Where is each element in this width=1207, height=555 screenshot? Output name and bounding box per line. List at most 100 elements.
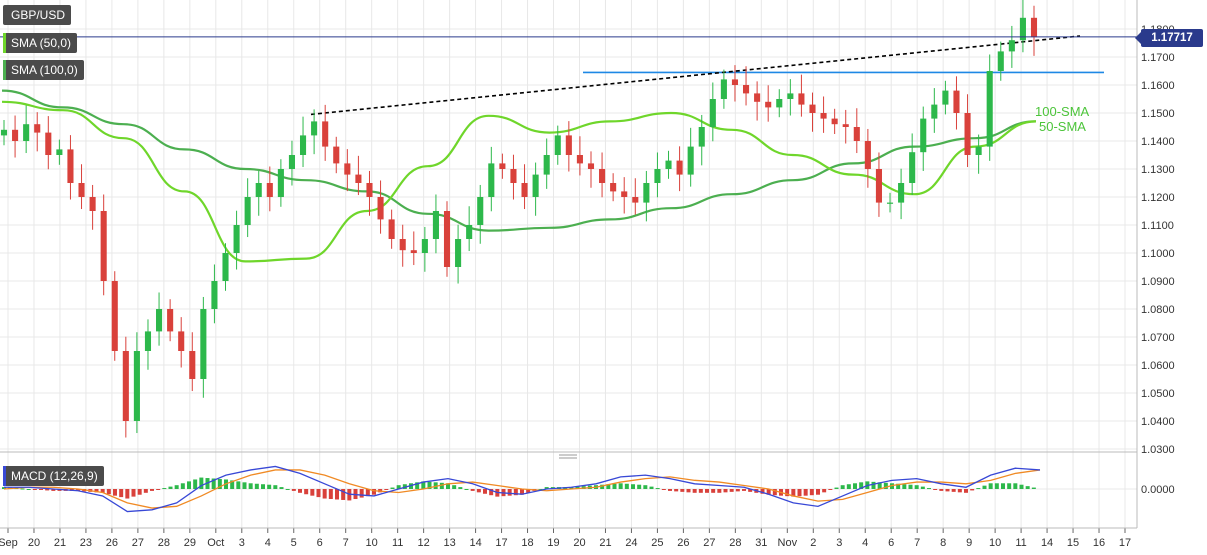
macd-histogram-bar <box>137 489 142 495</box>
candle-body <box>34 124 41 133</box>
macd-histogram-bar <box>538 489 543 490</box>
candle <box>455 224 462 284</box>
candle-body <box>986 71 993 147</box>
x-tick-label: 3 <box>239 537 245 549</box>
macd-histogram-bar <box>797 489 802 497</box>
macd-histogram-bar <box>421 481 426 489</box>
candle-body <box>23 124 30 141</box>
candle <box>67 135 74 200</box>
candle-body <box>78 183 85 197</box>
x-tick-label: 25 <box>651 537 663 549</box>
sma50-label: SMA (50,0) <box>11 36 72 50</box>
macd-histogram-bar <box>119 489 124 498</box>
candle-body <box>111 281 118 351</box>
x-tick-label: 14 <box>469 537 481 549</box>
x-axis: Sep 20 21 23 26 27 28 29 Oct 3 4 5 6 7 10 11 12 13 14 17 18 1… <box>0 0 1138 549</box>
macd-histogram-bar <box>717 489 722 493</box>
candle <box>776 89 783 118</box>
macd-histogram-bar <box>131 489 136 497</box>
candle-body <box>742 85 750 94</box>
candle <box>698 114 705 166</box>
candle <box>798 74 805 117</box>
macd-histogram-bar <box>304 489 309 495</box>
candle <box>720 69 727 109</box>
candle <box>443 201 451 277</box>
macd-histogram-bar <box>230 480 235 489</box>
candle <box>731 65 739 102</box>
candle <box>133 332 140 434</box>
candle <box>499 153 506 179</box>
candle-body <box>942 90 949 105</box>
candle-body <box>776 99 783 108</box>
candle-body <box>67 149 74 183</box>
sma100-color-marker <box>3 60 6 80</box>
candle-body <box>798 93 805 105</box>
x-tick-label: 13 <box>443 537 455 549</box>
macd-badge[interactable]: MACD (12,26,9) <box>3 466 104 486</box>
macd-histogram-bar <box>279 487 284 489</box>
macd-histogram-bar <box>199 477 204 489</box>
sma50-badge[interactable]: SMA (50,0) <box>3 33 78 53</box>
candle-body <box>632 197 639 203</box>
candle-body <box>853 127 860 141</box>
macd-histogram-bar <box>976 488 981 490</box>
macd-histogram-bar <box>458 487 463 489</box>
macd-histogram-bar <box>94 489 99 493</box>
macd-histogram-bar <box>637 484 642 489</box>
candle-body <box>432 211 439 239</box>
annotation-50-sma: 50-SMA <box>1039 119 1086 134</box>
macd-histogram-bar <box>242 482 247 489</box>
macd-histogram-bar <box>113 489 117 496</box>
y-tick-label: 1.1100 <box>1141 220 1174 232</box>
candle <box>975 134 982 174</box>
candle <box>189 332 196 392</box>
macd-histogram-bar <box>674 489 679 492</box>
macd-histogram-bar <box>174 485 179 489</box>
macd-histogram-bar <box>168 486 173 489</box>
candle <box>410 231 417 266</box>
candle <box>820 96 827 133</box>
candle-body <box>144 331 152 351</box>
x-tick-label: 18 <box>521 537 533 549</box>
candle-body <box>122 351 129 421</box>
macd-histogram-bar <box>828 489 833 490</box>
candle-body <box>488 163 495 197</box>
candle <box>809 92 816 132</box>
macd-histogram-bar <box>150 489 154 491</box>
macd-histogram-bar <box>816 489 820 495</box>
panel-resize-handle[interactable] <box>559 454 577 459</box>
candle-body <box>931 104 938 119</box>
macd-histogram-bar <box>452 485 457 489</box>
candle <box>288 140 296 186</box>
macd-histogram-bar <box>427 481 432 489</box>
candle <box>299 116 307 168</box>
y-tick-label: 1.1000 <box>1141 248 1175 260</box>
x-tick-label: 29 <box>184 537 196 549</box>
macd-histogram-bar <box>1025 486 1030 489</box>
macd-histogram-bar <box>439 482 444 489</box>
macd-histogram-bar <box>834 487 839 489</box>
candle <box>144 319 152 370</box>
macd-histogram-bar <box>267 484 272 489</box>
candle-body <box>909 152 916 183</box>
candle <box>200 296 207 398</box>
macd-histogram-bar <box>575 486 580 489</box>
candle-body <box>886 202 894 204</box>
macd-histogram-bar <box>742 489 746 491</box>
sma100-badge[interactable]: SMA (100,0) <box>3 60 84 80</box>
macd-histogram-bar <box>236 481 241 489</box>
candle-body <box>599 169 606 183</box>
macd-histogram-bar <box>328 489 333 500</box>
macd-histogram-bar <box>180 483 185 489</box>
candle <box>709 82 716 142</box>
candle <box>333 136 340 174</box>
candle <box>344 149 351 192</box>
candle-body <box>765 101 772 108</box>
macd-histogram-bar <box>680 489 685 492</box>
candle-body <box>787 93 794 99</box>
candle-body <box>754 93 761 102</box>
macd-histogram-bar <box>859 482 864 489</box>
symbol-badge[interactable]: GBP/USD <box>3 5 72 25</box>
candle <box>621 177 628 214</box>
macd-histogram-bar <box>291 489 296 491</box>
